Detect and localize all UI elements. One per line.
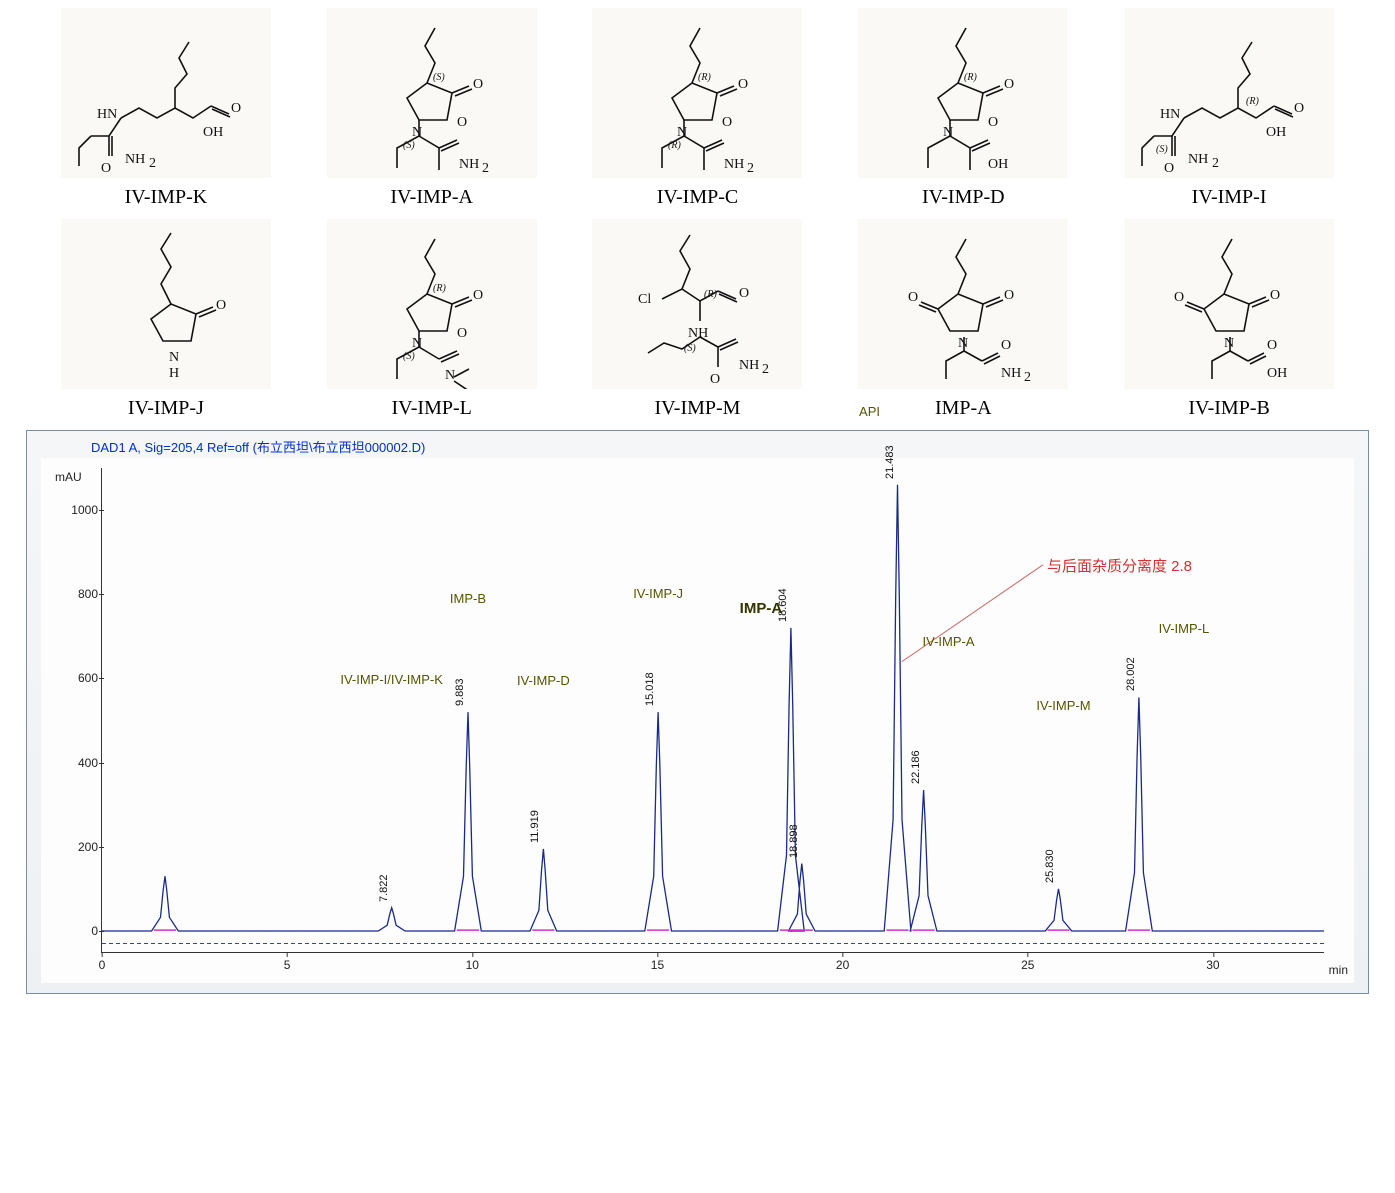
svg-text:O: O	[1004, 77, 1014, 92]
chromatogram-panel: DAD1 A, Sig=205,4 Ref=off (布立西坦\布立西坦0000…	[26, 430, 1369, 994]
svg-text:OH: OH	[1267, 366, 1287, 381]
svg-text:O: O	[1001, 338, 1011, 353]
struct-IV-IMP-B: OH O IV-IMP-B	[1101, 219, 1357, 420]
structure-grid: IV-IMP-K (S) (S) O IV-IMP-A (R) (R) O IV-IMP…	[8, 8, 1387, 420]
label-IV-IMP-J: IV-IMP-J	[128, 397, 204, 420]
mol-IV-IMP-I: (R) (S)	[1124, 8, 1334, 178]
mol-IV-IMP-B: OH O	[1124, 219, 1334, 389]
svg-text:(R): (R)	[433, 283, 446, 294]
y-tick: 800	[62, 587, 98, 601]
struct-IV-IMP-A: (S) (S) O IV-IMP-A	[304, 8, 560, 209]
peak-name: IV-IMP-M	[1036, 698, 1090, 713]
svg-text:NH: NH	[1001, 366, 1021, 381]
peak-rt: 18.898	[788, 824, 800, 858]
peak-rt: 9.883	[454, 679, 466, 707]
peak-rt: 22.186	[910, 750, 922, 784]
y-tick: 600	[62, 671, 98, 685]
x-axis-label: min	[1329, 963, 1348, 977]
struct-IV-IMP-I: (R) (S) IV-IMP-I	[1101, 8, 1357, 209]
svg-text:(R): (R)	[698, 72, 711, 83]
plot-area: 020040060080010000510152025307.822IV-IMP…	[101, 468, 1324, 953]
struct-IV-IMP-L: (R) (S) O IV-IMP-L	[304, 219, 560, 420]
y-tick: 400	[62, 756, 98, 770]
svg-text:O: O	[738, 77, 748, 92]
peak-name: IV-IMP-I/IV-IMP-K	[340, 672, 443, 687]
peak-rt: 28.002	[1125, 658, 1137, 692]
label-IV-IMP-L: IV-IMP-L	[392, 397, 472, 420]
peak-name: IV-IMP-L	[1159, 621, 1210, 636]
y-tick: 0	[62, 924, 98, 938]
svg-text:(R): (R)	[1246, 96, 1259, 107]
peak-rt: 11.919	[529, 810, 541, 843]
svg-text:(R): (R)	[704, 289, 717, 300]
peak-name: API	[859, 404, 880, 419]
mol-IV-IMP-L: (R) (S) O	[327, 219, 537, 389]
struct-IMP-A: NH2 O IMP-A	[835, 219, 1091, 420]
peak-name: IV-IMP-A	[923, 634, 975, 649]
chromatogram-line	[102, 468, 1324, 952]
y-tick: 200	[62, 840, 98, 854]
mol-IV-IMP-D: (R) O	[858, 8, 1068, 178]
svg-text:(R): (R)	[668, 140, 681, 151]
struct-IV-IMP-M: (R) (S) IV-IMP-M	[570, 219, 826, 420]
svg-text:(S): (S)	[403, 140, 415, 151]
struct-IV-IMP-K: IV-IMP-K	[38, 8, 294, 209]
mol-IV-IMP-J	[61, 219, 271, 389]
x-tick: 0	[99, 958, 106, 972]
peak-rt: 15.018	[644, 672, 656, 706]
chromatogram-plot: mAU min 020040060080010000510152025307.8…	[41, 458, 1354, 983]
mol-IV-IMP-K	[61, 8, 271, 178]
svg-text:(S): (S)	[433, 72, 445, 83]
x-tick: 25	[1021, 958, 1034, 972]
svg-text:O: O	[473, 288, 483, 303]
peak-rt: 25.830	[1044, 849, 1056, 883]
struct-IV-IMP-C: (R) (R) O IV-IMP-C	[570, 8, 826, 209]
svg-text:(R): (R)	[964, 72, 977, 83]
label-IMP-A: IMP-A	[935, 397, 992, 420]
x-tick: 5	[284, 958, 291, 972]
y-axis-label: mAU	[55, 470, 82, 484]
peak-name: IMP-B	[450, 591, 486, 606]
label-IV-IMP-I: IV-IMP-I	[1192, 186, 1267, 209]
label-IV-IMP-B: IV-IMP-B	[1188, 397, 1270, 420]
svg-text:(S): (S)	[684, 343, 696, 354]
mol-IV-IMP-M: (R) (S)	[592, 219, 802, 389]
svg-text:O: O	[1267, 338, 1277, 353]
peak-rt: 7.822	[378, 874, 390, 902]
svg-text:O: O	[473, 77, 483, 92]
mol-IV-IMP-A: (S) (S) O	[327, 8, 537, 178]
mol-IV-IMP-C: (R) (R) O	[592, 8, 802, 178]
x-tick: 15	[651, 958, 664, 972]
chromatogram-title: DAD1 A, Sig=205,4 Ref=off (布立西坦\布立西坦0000…	[31, 435, 1364, 458]
label-IV-IMP-K: IV-IMP-K	[125, 186, 208, 209]
label-IV-IMP-D: IV-IMP-D	[922, 186, 1005, 209]
label-IV-IMP-C: IV-IMP-C	[657, 186, 739, 209]
svg-text:(S): (S)	[1156, 144, 1168, 155]
peak-name: IV-IMP-J	[633, 586, 683, 601]
peak-rt: 21.483	[884, 445, 896, 479]
x-tick: 30	[1206, 958, 1219, 972]
mol-IMP-A: NH2 O	[858, 219, 1068, 389]
label-IV-IMP-A: IV-IMP-A	[390, 186, 473, 209]
svg-text:2: 2	[1024, 370, 1031, 385]
peak-name: IMP-A	[740, 600, 783, 617]
struct-IV-IMP-J: IV-IMP-J	[38, 219, 294, 420]
annotation-text: 与后面杂质分离度 2.8	[1047, 555, 1192, 576]
y-tick: 1000	[62, 503, 98, 517]
x-tick: 10	[466, 958, 479, 972]
label-IV-IMP-M: IV-IMP-M	[655, 397, 741, 420]
svg-text:(S): (S)	[403, 351, 415, 362]
peak-name: IV-IMP-D	[517, 673, 570, 688]
struct-IV-IMP-D: (R) O IV-IMP-D	[835, 8, 1091, 209]
x-tick: 20	[836, 958, 849, 972]
